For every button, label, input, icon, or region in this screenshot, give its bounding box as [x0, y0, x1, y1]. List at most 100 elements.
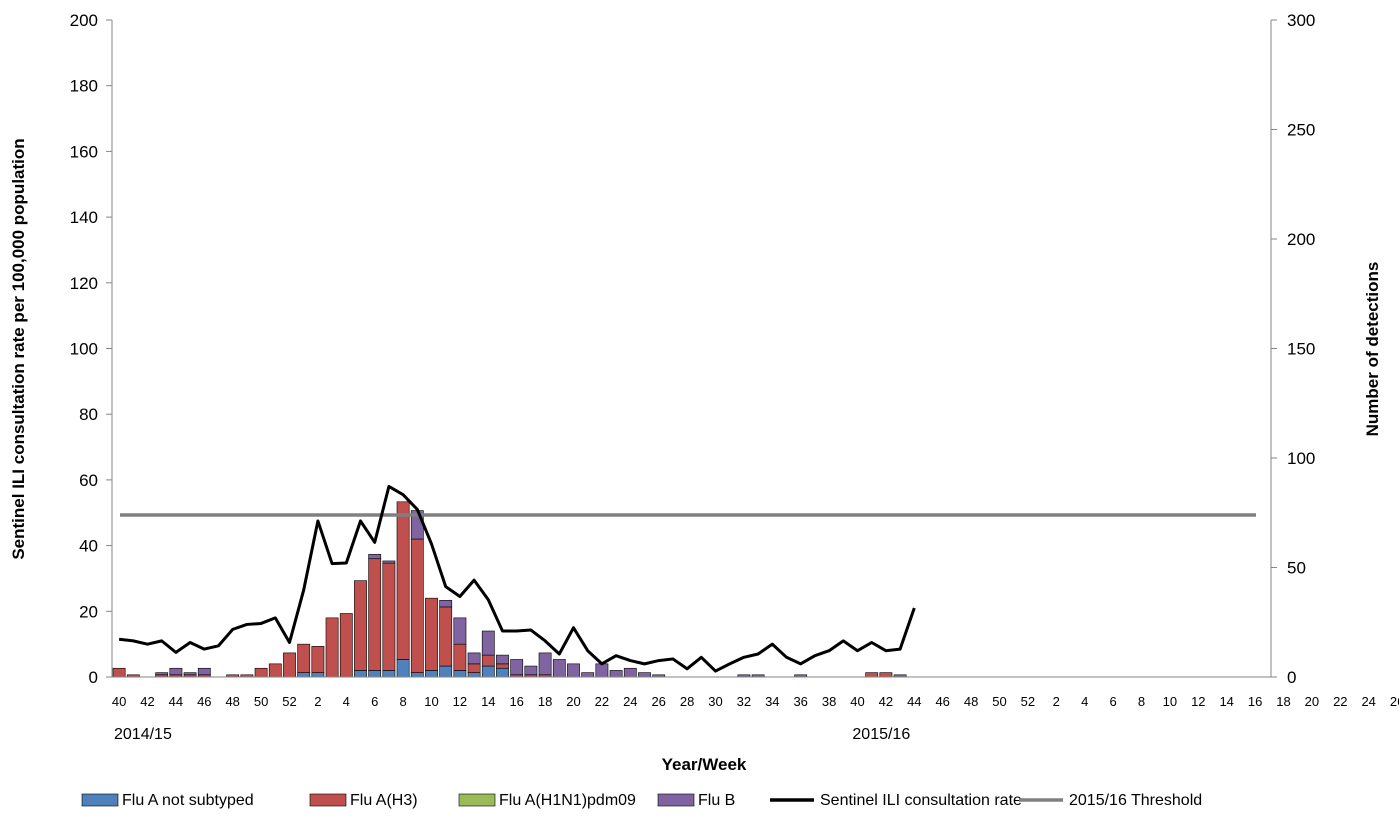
bar-flu-a-not-subtyped-21 [410, 672, 424, 678]
y-axis-title: Sentinel ILI consultation rate per 100,0… [9, 138, 28, 559]
bar-flu-b-27 [496, 654, 509, 665]
bar-flu-a-not-subtyped-14 [311, 672, 325, 678]
bar-flu-b-31 [552, 659, 566, 678]
x-tick-label-2: 44 [169, 694, 183, 709]
bar-flu-a-not-subtyped-19 [382, 670, 396, 678]
bar-flu-a-not-subtyped-13 [297, 672, 311, 678]
x-tick-label-20: 28 [680, 694, 694, 709]
bar-flu-a-h3--21 [410, 538, 424, 673]
x-tick-label-44: 24 [1361, 694, 1375, 709]
x-tick-label-19: 26 [651, 694, 665, 709]
x-tick-label-13: 14 [481, 694, 495, 709]
x-tick-label-21: 30 [708, 694, 722, 709]
y-tick-label-60: 60 [79, 471, 98, 490]
x-tick-label-26: 40 [850, 694, 864, 709]
bar-flu-a-not-subtyped-22 [425, 670, 438, 678]
bar-flu-b-26 [481, 630, 495, 656]
y-tick-label-80: 80 [79, 405, 98, 424]
x-tick-label-10: 8 [399, 694, 406, 709]
x-axis-title: Year/Week [662, 755, 747, 774]
bar-flu-b-4 [169, 667, 183, 676]
line-layer [118, 484, 1256, 673]
bar-flu-a-not-subtyped-25 [467, 672, 481, 678]
bar-flu-b-6 [197, 667, 211, 676]
bar-flu-a-h3--54 [879, 672, 893, 678]
y2-axis-title: Number of detections [1363, 262, 1382, 437]
y2-tick-label-50: 50 [1287, 559, 1306, 578]
legend-label-2: Flu A(H1N1)pdm09 [499, 792, 636, 809]
x-tick-label-3: 46 [197, 694, 211, 709]
bar-flu-b-37 [638, 672, 651, 678]
ili-rate-line [118, 484, 916, 673]
y-tick-label-40: 40 [79, 537, 98, 556]
bar-flu-a-h3--23 [439, 606, 453, 667]
bar-flu-a-h3--25 [467, 663, 481, 673]
bar-flu-a-h3--24 [453, 643, 467, 671]
y2-tick-label-250: 250 [1287, 121, 1315, 140]
legend-label-3: Flu B [698, 792, 735, 809]
legend-swatch-1 [309, 793, 347, 807]
x-tick-label-37: 10 [1163, 694, 1177, 709]
legend-label-0: Flu A not subtyped [122, 792, 254, 809]
bar-flu-b-25 [467, 652, 481, 665]
bar-flu-b-36 [623, 667, 637, 678]
bar-flu-b-23 [439, 600, 453, 608]
bar-flu-a-not-subtyped-23 [439, 665, 453, 678]
x-tick-label-8: 4 [343, 694, 350, 709]
y2-tick-label-0: 0 [1287, 668, 1296, 687]
bar-flu-b-5 [183, 672, 197, 676]
y-tick-label-160: 160 [70, 142, 98, 161]
y-tick-label-120: 120 [70, 274, 98, 293]
x-tick-label-14: 16 [509, 694, 523, 709]
y2-tick-label-200: 200 [1287, 230, 1315, 249]
bar-flu-a-h3--12 [283, 652, 296, 678]
bar-flu-a-h3--53 [865, 672, 879, 678]
x-tick-label-30: 48 [964, 694, 978, 709]
season-label-0: 2014/15 [114, 726, 172, 743]
bar-flu-a-h3--18 [368, 558, 382, 671]
x-tick-label-18: 24 [623, 694, 637, 709]
x-tick-label-43: 22 [1333, 694, 1347, 709]
bar-layer [112, 501, 907, 678]
bar-flu-b-28 [510, 659, 524, 676]
x-tick-label-32: 52 [1021, 694, 1035, 709]
x-tick-label-29: 46 [935, 694, 949, 709]
x-tick-label-38: 12 [1191, 694, 1205, 709]
x-tick-label-40: 16 [1248, 694, 1262, 709]
x-tick-label-23: 34 [765, 694, 779, 709]
bar-flu-b-29 [524, 665, 538, 676]
bar-flu-a-h3--10 [254, 667, 268, 678]
x-tick-label-25: 38 [822, 694, 836, 709]
x-tick-label-22: 32 [737, 694, 751, 709]
bar-flu-b-33 [581, 672, 595, 678]
season-label-1: 2015/16 [852, 726, 910, 743]
bar-flu-a-not-subtyped-17 [354, 670, 367, 678]
x-tick-label-12: 12 [453, 694, 467, 709]
y-tick-label-140: 140 [70, 208, 98, 227]
bar-flu-a-h3--22 [425, 597, 438, 671]
y2-tick-label-100: 100 [1287, 449, 1315, 468]
legend-label-1: Flu A(H3) [350, 792, 418, 809]
bar-flu-a-h3--20 [396, 501, 410, 660]
bar-flu-a-h3--13 [297, 643, 311, 673]
bar-flu-a-not-subtyped-27 [496, 667, 509, 678]
bar-flu-b-24 [453, 617, 467, 645]
bar-flu-b-19 [382, 560, 396, 564]
x-tick-label-31: 50 [992, 694, 1006, 709]
y-tick-label-0: 0 [89, 668, 98, 687]
y-tick-label-20: 20 [79, 602, 98, 621]
x-tick-label-5: 50 [254, 694, 268, 709]
x-tick-label-6: 52 [282, 694, 296, 709]
bar-flu-a-not-subtyped-18 [368, 670, 382, 678]
bar-flu-a-h3--15 [325, 617, 339, 678]
bar-flu-a-not-subtyped-26 [481, 665, 495, 678]
legend-label-5: 2015/16 Threshold [1069, 792, 1202, 809]
x-tick-label-9: 6 [371, 694, 378, 709]
bar-flu-a-h3--0 [112, 667, 126, 678]
x-tick-label-0: 40 [112, 694, 126, 709]
legend-label-4: Sentinel ILI consultation rate [820, 792, 1022, 809]
x-tick-label-4: 48 [225, 694, 239, 709]
x-tick-label-24: 36 [793, 694, 807, 709]
x-tick-label-15: 18 [538, 694, 552, 709]
